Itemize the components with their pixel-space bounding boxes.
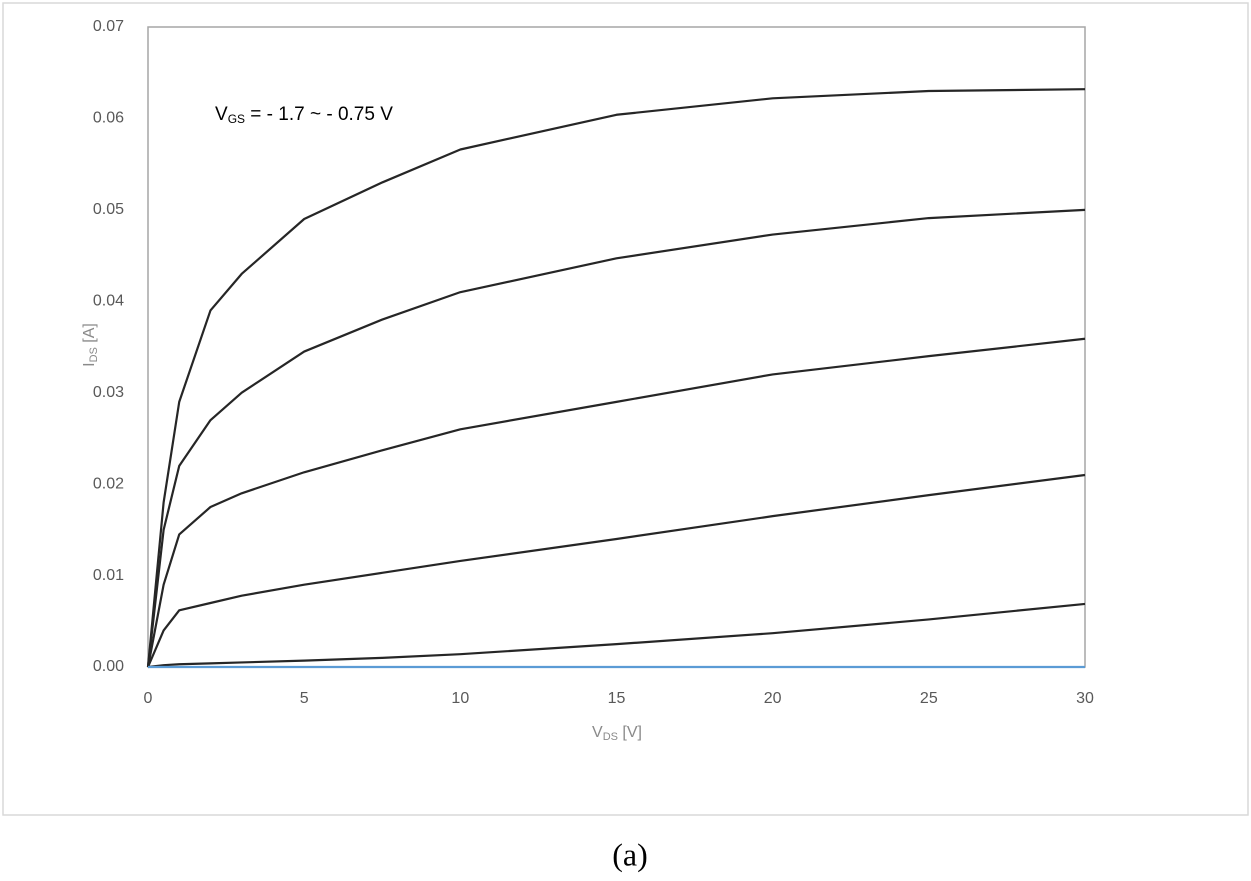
y-tick-label: 0.07 xyxy=(93,18,124,35)
chart-border xyxy=(2,2,1249,816)
data-line xyxy=(147,602,1086,669)
y-tick-label: 0.06 xyxy=(93,110,124,127)
x-tick-label: 20 xyxy=(764,690,782,707)
annotation-main: V xyxy=(215,104,228,125)
caption: (a) xyxy=(612,836,648,872)
data-line xyxy=(146,208,1086,668)
y-tick-label: 0.01 xyxy=(93,567,124,584)
data-line xyxy=(146,88,1086,668)
x-tick-label: 5 xyxy=(300,690,309,707)
annotation-rest: = - 1.7 ~ - 0.75 V xyxy=(245,104,393,125)
x-tick-label: 25 xyxy=(920,690,938,707)
x-tick-label: 0 xyxy=(144,690,153,707)
y-axis-label: IDS [A] xyxy=(81,323,100,367)
y-tick-label: 0.00 xyxy=(93,658,124,675)
label-main: V xyxy=(592,724,603,741)
data-line xyxy=(146,473,1086,668)
label-sub: DS xyxy=(88,347,100,362)
data-line xyxy=(146,337,1086,668)
label-sub: DS xyxy=(603,731,618,743)
x-tick-label: 30 xyxy=(1076,690,1094,707)
y-tick-label: 0.03 xyxy=(93,384,124,401)
x-tick-label: 15 xyxy=(608,690,626,707)
annotation: VGS = - 1.7 ~ - 0.75 V xyxy=(215,104,393,126)
y-tick-label: 0.02 xyxy=(93,475,124,492)
y-tick-label: 0.04 xyxy=(93,293,124,310)
y-tick-label: 0.05 xyxy=(93,201,124,218)
x-axis-label: VDS [V] xyxy=(592,724,642,743)
label-unit: [V] xyxy=(618,724,642,741)
label-main: I xyxy=(81,362,98,366)
annotation-sub: GS xyxy=(228,112,245,126)
x-tick-label: 10 xyxy=(451,690,469,707)
label-unit: [A] xyxy=(81,323,98,347)
